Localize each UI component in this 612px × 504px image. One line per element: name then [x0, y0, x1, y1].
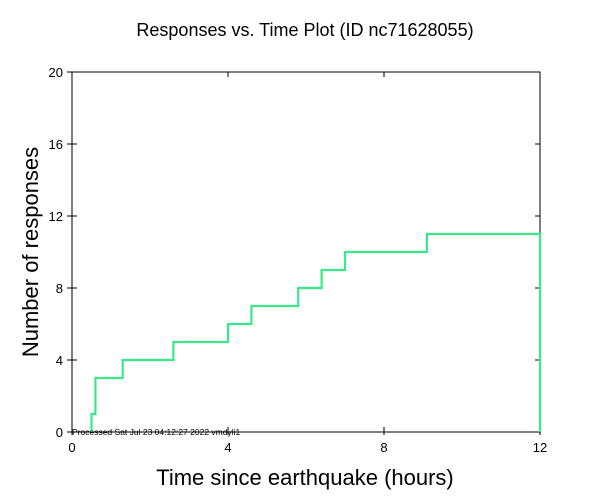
axis-ticks: 0 4 8 12 0 4 8 12 16 20 — [49, 65, 548, 455]
y-tick-label: 8 — [56, 281, 63, 296]
y-tick-label: 0 — [56, 425, 63, 440]
x-tick-label: 12 — [533, 440, 547, 455]
y-axis-label: Number of responses — [18, 147, 43, 357]
x-axis-label: Time since earthquake (hours) — [156, 465, 454, 490]
chart-title: Responses vs. Time Plot (ID nc71628055) — [136, 20, 473, 40]
y-tick-label: 20 — [49, 65, 63, 80]
y-tick-label: 12 — [49, 209, 63, 224]
series-layer — [90, 232, 542, 432]
y-tick-label: 4 — [56, 353, 63, 368]
x-tick-label: 0 — [68, 440, 75, 455]
y-tick-label: 16 — [49, 137, 63, 152]
plot-frame — [71, 71, 541, 433]
processed-footer: Processed Sat Jul 23 04:12:27 2022 vmdyl… — [72, 427, 240, 437]
x-tick-label: 4 — [224, 440, 231, 455]
responses-series-line — [90, 232, 542, 432]
x-tick-label: 8 — [380, 440, 387, 455]
